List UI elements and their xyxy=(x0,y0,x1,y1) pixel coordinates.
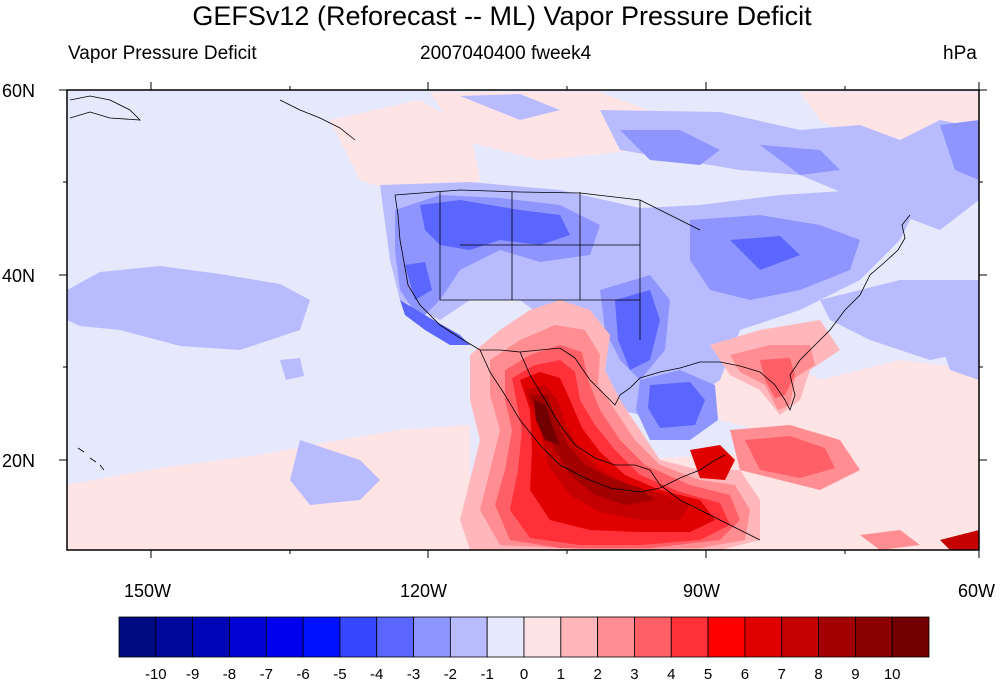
lat-label-20n: 20N xyxy=(2,451,36,471)
colorbar-box xyxy=(781,616,819,658)
colorbar-tick-label: -9 xyxy=(185,666,200,683)
colorbar-tick-label: -3 xyxy=(406,666,421,683)
colorbar-box xyxy=(486,616,525,658)
colorbar-box xyxy=(891,616,930,658)
colorbar-tick-label: 0 xyxy=(519,666,529,683)
vpd-contour-field xyxy=(67,90,979,550)
colorbar-tick-label: 2 xyxy=(593,666,602,683)
lat-label-40n: 40N xyxy=(2,266,36,286)
colorbar-box xyxy=(634,616,672,658)
strong-negative-anomaly-regions xyxy=(405,200,800,428)
colorbar-box xyxy=(744,616,783,658)
colorbar-box xyxy=(376,616,414,658)
southeast-positive-anomaly xyxy=(710,320,840,415)
colorbar-tick-label: 1 xyxy=(556,666,565,683)
colorbar-box xyxy=(413,616,451,658)
axis-ticks xyxy=(59,82,987,558)
map-frame xyxy=(66,89,980,551)
colorbar-tick-label: 10 xyxy=(883,666,901,683)
forecast-time-label: 2007040400 fweek4 xyxy=(420,43,592,64)
colorbar-box xyxy=(192,616,230,658)
colorbar-tick-label: -4 xyxy=(370,666,384,683)
lat-label-60n: 60N xyxy=(2,81,36,101)
colorbar-tick-label: -10 xyxy=(144,666,167,683)
lon-label-120w: 120W xyxy=(400,581,448,601)
colorbar-tick-label: 8 xyxy=(814,666,823,683)
colorbar-box xyxy=(302,616,341,658)
colorbar-box xyxy=(523,616,562,658)
mexico-positive-anomaly xyxy=(460,300,760,550)
colorbar-tick-label: 6 xyxy=(740,666,750,683)
colorbar xyxy=(118,616,930,658)
units-label: hPa xyxy=(943,43,977,64)
colorbar-box xyxy=(818,616,856,658)
colorbar-tick-label: -7 xyxy=(259,666,273,683)
colorbar-tick-label: 5 xyxy=(703,666,713,683)
colorbar-tick-label: 7 xyxy=(777,666,786,683)
colorbar-box xyxy=(449,616,488,658)
colorbar-box xyxy=(560,616,599,658)
colorbar-box xyxy=(265,616,304,658)
lon-label-150w: 150W xyxy=(124,581,172,601)
colorbar-box xyxy=(229,616,267,658)
colorbar-box xyxy=(339,616,378,658)
lon-label-60w: 60W xyxy=(958,581,996,601)
colorbar-box xyxy=(670,616,709,658)
colorbar-box xyxy=(597,616,635,658)
colorbar-tick-label: -5 xyxy=(333,666,347,683)
california-coast-negative xyxy=(400,300,470,345)
colorbar-tick-label: -8 xyxy=(222,666,237,683)
colorbar-tick-label: 3 xyxy=(630,666,639,683)
colorbar-tick-label: 9 xyxy=(851,666,860,683)
variable-label: Vapor Pressure Deficit xyxy=(68,43,257,64)
colorbar-box xyxy=(155,616,194,658)
colorbar-box xyxy=(854,616,893,658)
coastlines-and-borders xyxy=(69,95,911,541)
lon-label-90w: 90W xyxy=(683,581,721,601)
colorbar-tick-label: -1 xyxy=(480,666,494,683)
colorbar-box xyxy=(707,616,746,658)
colorbar-box xyxy=(118,616,157,658)
figure-title: GEFSv12 (Reforecast -- ML) Vapor Pressur… xyxy=(192,1,812,31)
colorbar-tick-label: -2 xyxy=(443,666,458,683)
caribbean-positive-anomaly xyxy=(730,425,979,550)
colorbar-tick-label: -6 xyxy=(296,666,310,683)
colorbar-tick-label: 4 xyxy=(667,666,676,683)
